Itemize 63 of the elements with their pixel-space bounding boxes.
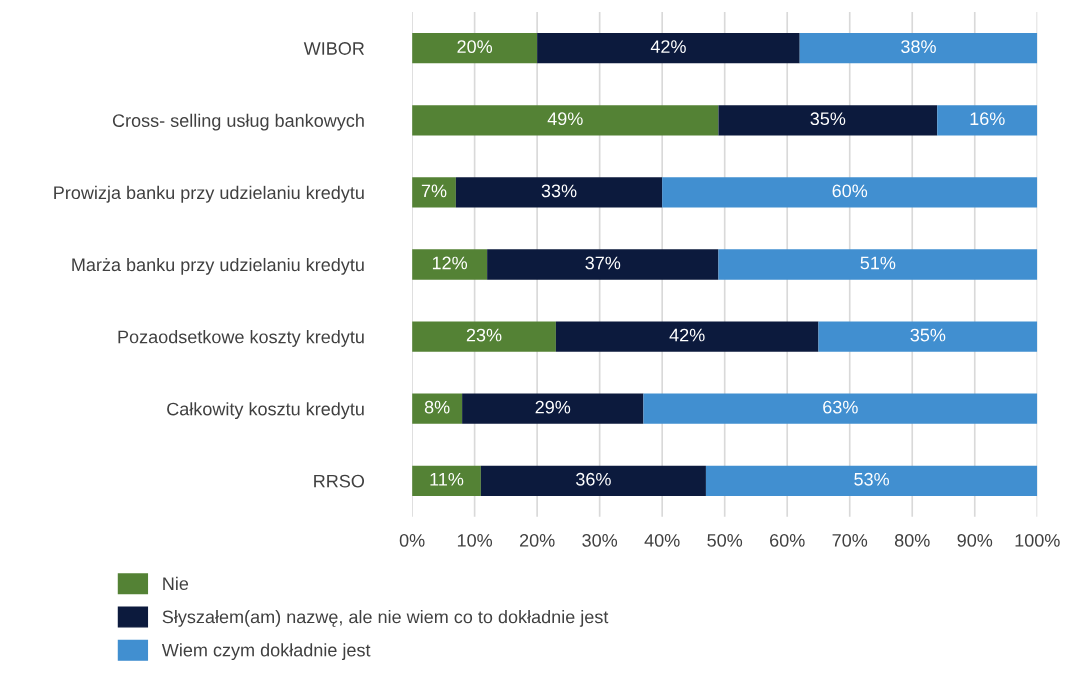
bar [718, 105, 938, 136]
bar [412, 465, 481, 496]
bar [555, 321, 819, 352]
data-label: 11% [430, 472, 464, 486]
x-tick-label: 90% [957, 534, 993, 547]
data-label: 60% [832, 184, 868, 198]
bar [462, 393, 644, 424]
legend-label: Nie [163, 576, 189, 591]
x-tick-label: 40% [644, 534, 680, 547]
bar [705, 465, 1038, 496]
bar [412, 393, 463, 424]
data-label: 35% [910, 328, 946, 342]
x-tick-label: 30% [582, 534, 618, 547]
data-label: 35% [810, 112, 846, 126]
data-label: 7% [421, 184, 447, 198]
x-tick-label: 50% [707, 534, 743, 547]
x-tick-label: 10% [457, 534, 493, 547]
x-tick-label: 100% [1015, 534, 1060, 547]
data-label: 33% [541, 184, 577, 198]
x-tick-label: 70% [832, 534, 868, 547]
data-label: 38% [901, 40, 936, 54]
data-label: 42% [650, 40, 686, 53]
y-tick-label: Całkowity kosztu kredytu [167, 402, 364, 419]
bar [480, 465, 706, 496]
bar [412, 177, 456, 208]
x-tick-label: 20% [519, 534, 555, 547]
bar [455, 177, 663, 208]
data-label: 63% [823, 400, 858, 414]
bar [818, 321, 1038, 352]
y-tick-label: WIBOR [303, 42, 365, 55]
x-tick-label: 0% [399, 534, 425, 547]
x-tick-label: 80% [894, 534, 930, 547]
bar [412, 249, 488, 280]
x-tick-label: 60% [770, 534, 805, 547]
y-tick-label: Prowizja banku przy udzielaniu kredytu [54, 185, 364, 203]
y-tick-label: Pozaodsetkowe koszty kredytu [118, 330, 364, 347]
bar [643, 393, 1038, 424]
data-label: 20% [457, 40, 493, 54]
data-label: 51% [860, 256, 896, 270]
data-label: 53% [854, 472, 890, 486]
y-tick-label: RRSO [314, 474, 365, 488]
bar [412, 33, 538, 64]
data-label: 12% [432, 256, 468, 270]
y-tick-label: Marża banku przy udzielaniu kredytu [72, 257, 364, 275]
y-tick-label: Cross- selling usług bankowych [112, 113, 364, 131]
legend-label: Wiem czym dokładnie jest [161, 643, 371, 661]
bar [412, 321, 556, 352]
data-label: 23% [466, 328, 502, 342]
legend-label: Słyszałem(am) nazwę, ale nie wiem co to dokładnie jest [162, 610, 609, 627]
bar [412, 105, 719, 136]
bar [718, 249, 1038, 280]
data-label: 49% [547, 112, 583, 126]
data-label: 16% [970, 112, 1005, 126]
bar [937, 105, 1038, 136]
bar [487, 249, 719, 280]
data-label: 29% [535, 400, 571, 414]
data-label: 36% [576, 472, 611, 486]
data-label: 42% [669, 328, 705, 342]
bar [799, 33, 1038, 64]
data-label: 37% [585, 256, 621, 270]
data-label: 8% [424, 400, 450, 414]
bar [537, 33, 800, 64]
bar [662, 177, 1038, 208]
